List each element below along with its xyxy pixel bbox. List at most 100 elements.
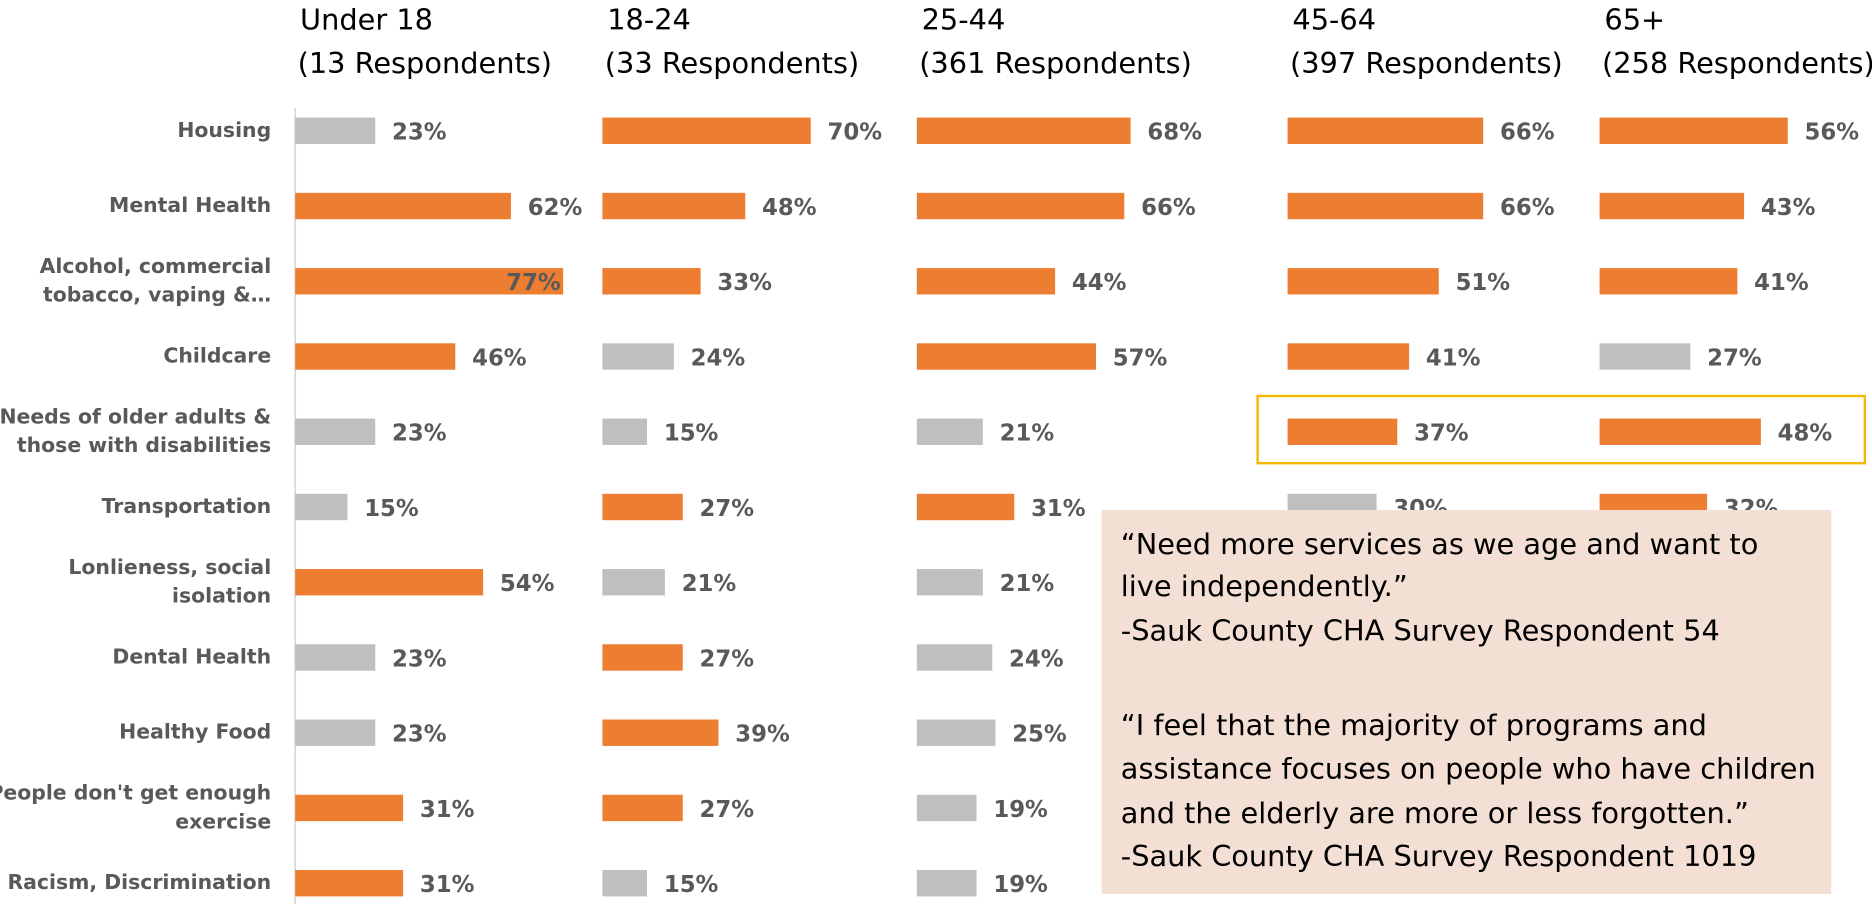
value-label: 66% (1141, 195, 1196, 221)
category-label: People don't get enough (0, 781, 271, 805)
panel-title: 25-44 (922, 3, 1006, 37)
category-label: Racism, Discrimination (7, 870, 271, 894)
value-label: 27% (700, 496, 755, 522)
value-label: 19% (993, 797, 1048, 823)
quote-text: live independently.” (1121, 569, 1408, 603)
highlight-box (1256, 394, 1867, 465)
bar (295, 343, 456, 370)
bar (1599, 418, 1761, 445)
value-label: 56% (1805, 120, 1860, 146)
quote-text: “I feel that the majority of programs an… (1121, 708, 1707, 742)
bar (602, 794, 683, 822)
category-label: Lonlieness, social (68, 555, 271, 579)
value-label: 31% (420, 797, 475, 823)
value-label: 31% (420, 872, 475, 898)
category-label: Needs of older adults & (0, 404, 271, 428)
bar (1599, 268, 1738, 295)
bar (295, 117, 376, 144)
bar (295, 493, 348, 521)
value-label: 25% (1012, 722, 1067, 748)
bar (916, 644, 993, 671)
category-label: Mental Health (109, 193, 271, 217)
panel-subtitle: (397 Respondents) (1290, 46, 1563, 80)
panel-subtitle: (258 Respondents) (1602, 46, 1872, 80)
value-label: 68% (1147, 120, 1202, 146)
value-label: 31% (1031, 496, 1086, 522)
bar (295, 192, 511, 220)
value-label: 51% (1456, 270, 1511, 296)
bar (916, 268, 1056, 295)
value-label: 46% (472, 345, 527, 371)
value-label: 57% (1113, 345, 1168, 371)
panel-title: 65+ (1604, 3, 1665, 37)
value-label: 15% (364, 496, 419, 522)
quote-text: “Need more services as we age and want t… (1121, 527, 1759, 561)
bar (916, 493, 1015, 521)
value-label: 21% (1000, 421, 1055, 447)
value-label: 48% (1778, 421, 1833, 447)
category-label: tobacco, vaping &… (43, 283, 271, 307)
bar (1287, 192, 1484, 220)
bar (602, 418, 648, 445)
category-label: exercise (175, 809, 271, 833)
quote-text: -Sauk County CHA Survey Respondent 54 (1121, 613, 1720, 647)
bar (916, 418, 983, 445)
bar (1599, 192, 1745, 220)
bar (916, 870, 977, 897)
category-label: Transportation (102, 494, 272, 518)
bar (1287, 418, 1398, 445)
bar (295, 644, 376, 671)
value-label: 27% (700, 797, 755, 823)
value-label: 27% (1707, 345, 1762, 371)
category-label: Dental Health (112, 644, 271, 668)
value-label: 21% (1000, 571, 1055, 597)
value-label: 23% (392, 722, 447, 748)
panel-title: 45-64 (1292, 3, 1376, 37)
bar (602, 117, 811, 144)
bar (602, 343, 674, 370)
category-label: Childcare (163, 344, 271, 368)
bar (602, 268, 701, 295)
bar (1599, 117, 1788, 144)
bar (1599, 343, 1691, 370)
value-label: 54% (500, 571, 555, 597)
bar (1287, 268, 1439, 295)
value-label: 66% (1500, 195, 1555, 221)
value-label: 15% (664, 421, 719, 447)
category-label: Housing (177, 118, 271, 142)
quote-box (1101, 510, 1832, 895)
bar (602, 493, 683, 521)
value-label: 41% (1754, 270, 1809, 296)
panel-subtitle: (33 Respondents) (605, 46, 859, 80)
value-label: 62% (528, 195, 583, 221)
bar (602, 192, 746, 220)
value-label: 43% (1761, 195, 1816, 221)
value-label: 24% (691, 345, 746, 371)
panel-title: 18-24 (607, 3, 691, 37)
chart-area: Housing Mental Health Alcohol, commercial t… (0, 3, 1872, 904)
value-label: 48% (762, 195, 817, 221)
value-label: 33% (717, 270, 772, 296)
value-label: 41% (1426, 345, 1481, 371)
bar (602, 719, 719, 746)
value-label: 44% (1072, 270, 1127, 296)
value-label: 23% (392, 120, 447, 146)
bar (916, 343, 1097, 370)
bar (602, 569, 665, 596)
value-label: 15% (664, 872, 719, 898)
bar (916, 719, 996, 746)
category-label: Alcohol, commercial (40, 254, 272, 278)
quote-text: and the elderly are more or less forgott… (1121, 796, 1749, 830)
quote-text: -Sauk County CHA Survey Respondent 1019 (1121, 839, 1757, 873)
bar (1287, 343, 1410, 370)
bar (295, 569, 484, 596)
value-label: 27% (700, 646, 755, 672)
value-label: 37% (1414, 421, 1469, 447)
bar (295, 418, 376, 445)
bar (916, 569, 983, 596)
category-label: those with disabilities (17, 433, 271, 457)
bar (295, 870, 404, 897)
value-label: 19% (993, 872, 1048, 898)
value-label: 21% (682, 571, 737, 597)
